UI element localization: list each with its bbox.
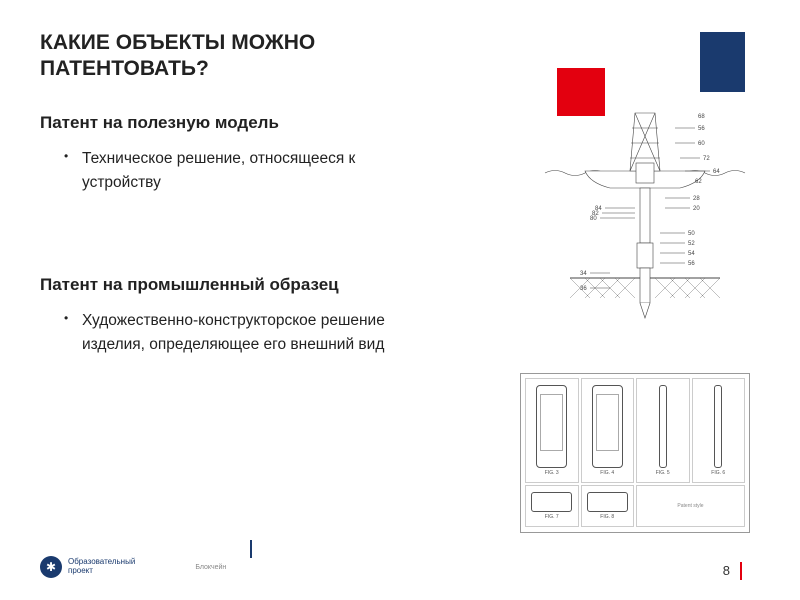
label-64: 64 [713,169,720,175]
phone-fig5: FIG. 5 [636,378,690,484]
label-50: 50 [688,231,695,237]
phone-fig6: FIG. 6 [692,378,746,484]
footer: ✱ Образовательный проект Блокчейн [0,556,800,578]
phone-caption: Patent style [636,485,745,527]
phone-fig8: FIG. 8 [581,485,635,527]
patent-drawing-illustration: 68 56 60 72 64 62 84 82 80 28 20 50 52 5… [540,103,750,323]
section2-heading: Патент на промышленный образец [40,275,400,295]
page-number-bar [740,562,742,580]
phone-label-4: FIG. 4 [600,470,614,476]
phone-fig4: FIG. 4 [581,378,635,484]
label-80: 80 [590,216,597,222]
label-54: 54 [688,251,695,257]
phone-label-8: FIG. 8 [600,514,614,520]
label-52: 52 [688,241,695,247]
label-20: 20 [693,206,700,212]
footer-logo: ✱ Образовательный проект [40,556,135,578]
label-56: 56 [698,126,705,132]
slide: КАКИЕ ОБЪЕКТЫ МОЖНО ПАТЕНТОВАТЬ? Патент … [0,0,800,600]
label-34: 34 [580,271,587,277]
right-column: 68 56 60 72 64 62 84 82 80 28 20 50 52 5… [420,113,760,397]
phone-label-3: FIG. 3 [545,470,559,476]
phone-fig7: FIG. 7 [525,485,579,527]
logo-circle-icon: ✱ [40,556,62,578]
label-62: 62 [695,179,702,185]
footer-divider [250,540,252,558]
phone-label-5: FIG. 5 [656,470,670,476]
content-area: Патент на полезную модель Техническое ре… [40,113,760,397]
section1-heading: Патент на полезную модель [40,113,400,133]
phone-label-7: FIG. 7 [545,514,559,520]
label-72: 72 [703,156,710,162]
label-60: 60 [698,141,705,147]
label-28: 28 [693,196,700,202]
label-36: 36 [580,286,587,292]
left-column: Патент на полезную модель Техническое ре… [40,113,400,397]
blue-block-decor [700,32,745,92]
label-56b: 56 [688,261,695,267]
section1-bullets: Техническое решение, относящееся к устро… [40,147,400,195]
slide-title: КАКИЕ ОБЪЕКТЫ МОЖНО ПАТЕНТОВАТЬ? [40,30,440,83]
phone-patent-grid: FIG. 3 FIG. 4 FIG. 5 FIG. 6 FIG. 7 [520,373,750,533]
footer-center-text: Блокчейн [195,564,226,571]
section2-bullet-text: Художественно-конструкторское решение из… [72,309,400,357]
phone-fig3: FIG. 3 [525,378,579,484]
section1-bullet-text: Техническое решение, относящееся к устро… [72,147,400,195]
label-68: 68 [698,114,705,120]
logo-text: Образовательный проект [68,558,135,576]
phone-label-6: FIG. 6 [711,470,725,476]
section2-bullets: Художественно-конструкторское решение из… [40,309,400,357]
page-number: 8 [723,563,730,578]
